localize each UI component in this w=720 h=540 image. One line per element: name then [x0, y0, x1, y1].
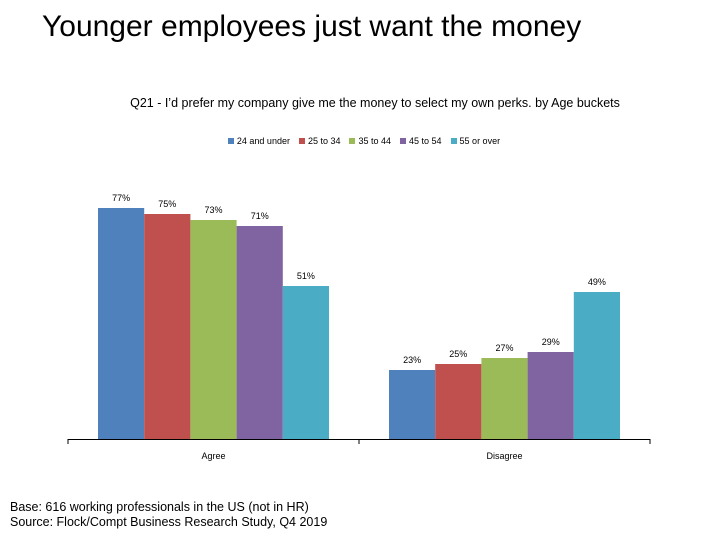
bar: [435, 364, 482, 439]
category-label: Agree: [201, 451, 225, 461]
legend-item: 24 and under: [227, 136, 290, 146]
data-label: 77%: [112, 193, 130, 203]
bar: [190, 220, 237, 439]
chart-legend: 24 and under 25 to 34 35 to 44 45 to 54 55 o…: [0, 136, 720, 146]
data-label: 25%: [449, 349, 467, 359]
data-label: 29%: [542, 337, 560, 347]
slide-title: Younger employees just want the money: [42, 10, 582, 43]
legend-swatch: [227, 138, 234, 144]
legend-label: 55 or over: [459, 136, 501, 146]
bar: [98, 208, 145, 439]
legend-swatch: [450, 138, 457, 144]
footnote-source: Source: Flock/Compt Business Research St…: [10, 515, 328, 529]
legend-item: 25 to 34: [298, 136, 341, 146]
bar: [573, 292, 620, 439]
legend-label: 25 to 34: [307, 136, 341, 146]
bar: [236, 226, 283, 439]
data-label: 49%: [588, 277, 606, 287]
bar: [481, 358, 528, 439]
bar: [527, 352, 574, 439]
bar: [389, 370, 436, 439]
data-label: 71%: [251, 211, 269, 221]
footnote: Base: 616 working professionals in the U…: [10, 500, 327, 530]
footnote-base: Base: 616 working professionals in the U…: [10, 500, 309, 514]
data-label: 27%: [495, 343, 513, 353]
legend-item: 55 or over: [450, 136, 501, 146]
data-label: 51%: [297, 271, 315, 281]
legend-label: 35 to 44: [358, 136, 392, 146]
bar: [144, 214, 191, 439]
data-label: 23%: [403, 355, 421, 365]
legend-item: 35 to 44: [349, 136, 391, 146]
legend-swatch: [298, 138, 305, 144]
category-label: Disagree: [486, 451, 522, 461]
data-label: 73%: [204, 205, 222, 215]
legend-item: 45 to 54: [400, 136, 442, 146]
chart-title: Q21 - I’d prefer my company give me the …: [130, 96, 620, 110]
bar: [282, 286, 329, 439]
data-label: 75%: [158, 199, 176, 209]
legend-swatch: [400, 138, 407, 144]
legend-label: 24 and under: [236, 136, 290, 146]
legend-label: 45 to 54: [409, 136, 442, 146]
legend-swatch: [349, 138, 356, 144]
